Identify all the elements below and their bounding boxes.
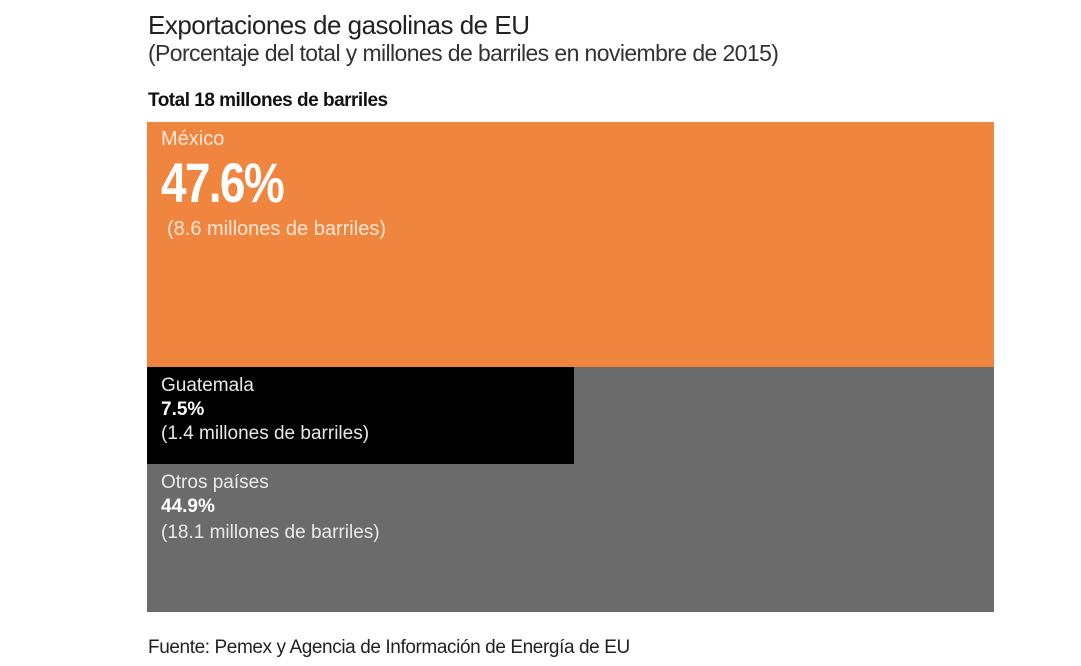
total-label: Total 18 millones de barriles	[148, 90, 388, 111]
segment-guatemala: Guatemala 7.5% (1.4 millones de barriles…	[147, 367, 574, 464]
segment-detail: (18.1 millones de barriles)	[161, 522, 380, 543]
segment-name: Otros países	[161, 472, 269, 493]
source-note: Fuente: Pemex y Agencia de Información d…	[148, 637, 630, 658]
segment-percent: 44.9%	[161, 496, 215, 517]
chart-title: Exportaciones de gasolinas de EU	[148, 10, 530, 40]
segment-detail: (1.4 millones de barriles)	[161, 423, 370, 444]
segment-mexico: México 47.6% (8.6 millones de barriles)	[147, 122, 994, 367]
segment-name: Guatemala	[161, 375, 254, 396]
treemap-chart: México 47.6% (8.6 millones de barriles) …	[147, 122, 994, 612]
segment-detail: (8.6 millones de barriles)	[167, 218, 386, 240]
segment-percent: 7.5%	[161, 399, 205, 420]
chart-subtitle: (Porcentaje del total y millones de barr…	[148, 40, 779, 66]
segment-percent: 47.6%	[161, 151, 285, 214]
segment-name: México	[161, 128, 225, 150]
